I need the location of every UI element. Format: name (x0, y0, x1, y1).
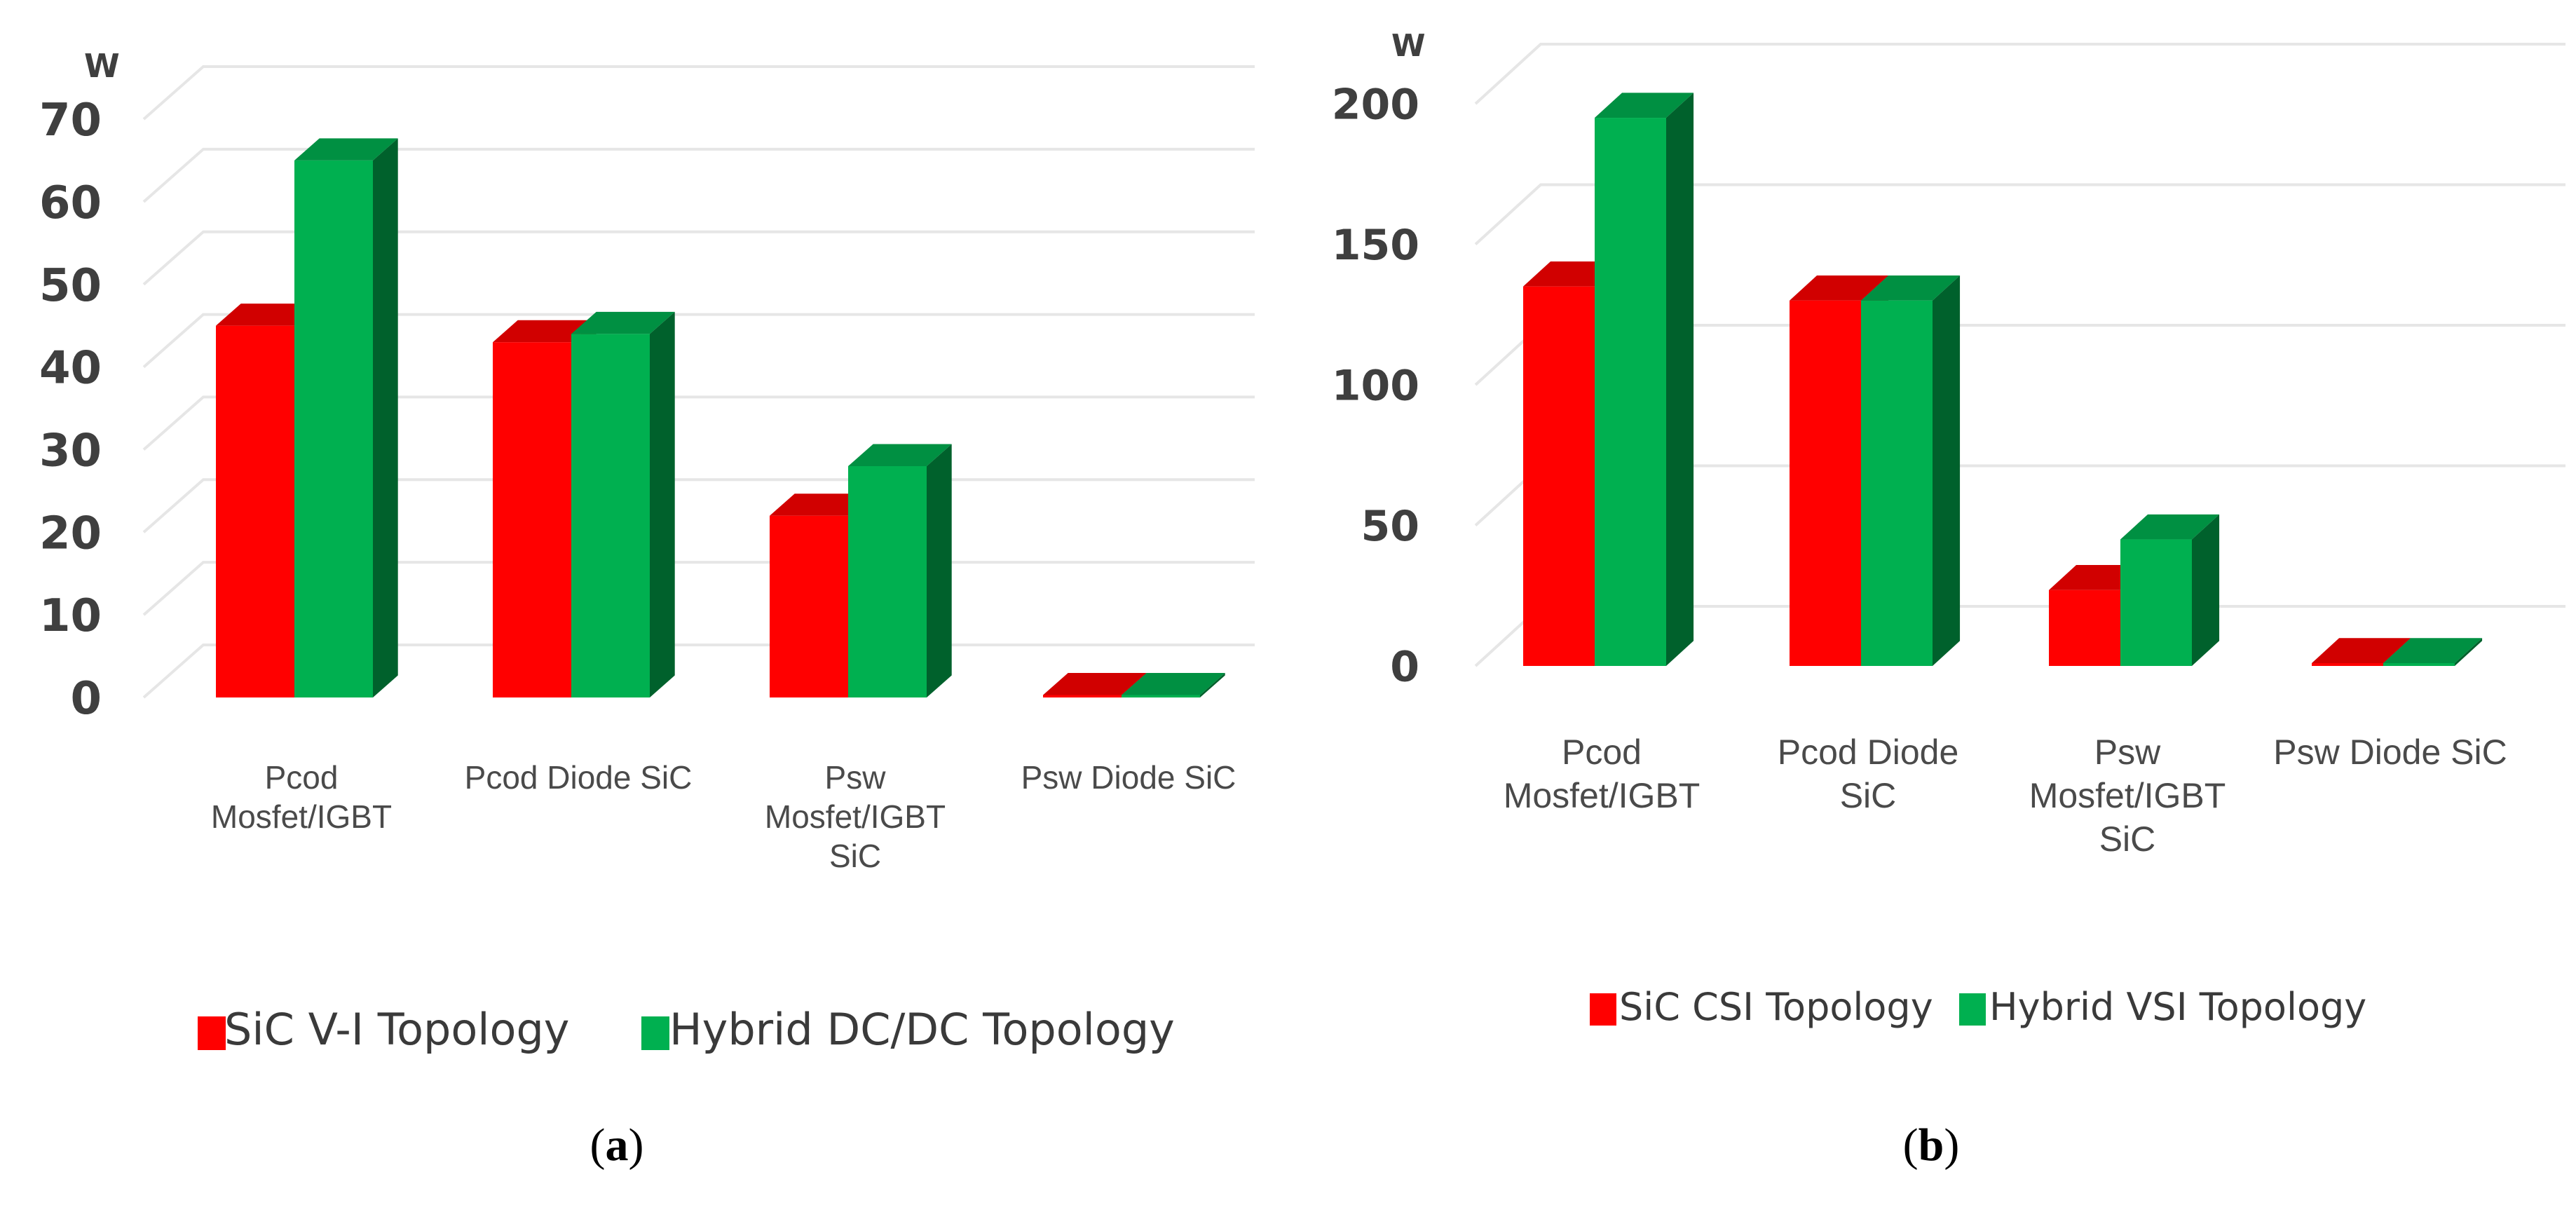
bar-top (848, 444, 952, 466)
legend-label: SiC CSI Topology (1619, 985, 1933, 1029)
y-tick-label: 150 (1332, 221, 1419, 270)
gridline (142, 230, 1255, 286)
bar-side (1200, 672, 1225, 697)
bar-sic-csi-topology-3 (2312, 662, 2383, 666)
y-tick-label: 10 (39, 590, 102, 642)
x-category-label: Pcod Diode (1778, 733, 1959, 772)
x-category-label: Psw Diode SiC (1021, 759, 1236, 796)
y-tick-label: 20 (39, 508, 102, 559)
caption-paren-open: ( (1903, 1119, 1919, 1171)
caption-paren-close: ) (1944, 1119, 1959, 1171)
bar-hybrid-vsi-topology-3 (2383, 662, 2455, 666)
x-category-label: Psw (2094, 733, 2161, 772)
bar-top (2120, 514, 2220, 540)
x-category-label: Pcod (265, 759, 339, 796)
y-tick-label: 70 (39, 95, 102, 147)
bar-top (1043, 672, 1147, 695)
bar-side (927, 444, 952, 697)
bar-top (1122, 672, 1225, 695)
y-unit-label: W (84, 47, 120, 85)
bar-top (770, 493, 873, 516)
gridline (142, 395, 1255, 451)
y-tick-label: 200 (1332, 81, 1419, 130)
chart-b: 0 50 100 150 200 W Pcod Mosfet/IGBT Pcod Diode Si… (1332, 28, 2565, 1171)
bar-hybrid-dc-dc-topology-2 (848, 466, 927, 697)
x-category-label: Pcod (1562, 733, 1642, 772)
y-tick-label: 0 (70, 673, 102, 725)
bar-top (294, 138, 398, 161)
y-tick-label: 30 (39, 425, 102, 477)
x-category-label: Psw Diode SiC (2273, 733, 2507, 772)
bar-top (216, 304, 320, 326)
legend-swatch (1590, 993, 1616, 1026)
y-tick-label: 0 (1390, 643, 1419, 692)
gridline (1474, 43, 2565, 105)
x-category-label: SiC (829, 838, 881, 874)
figure-caption: (b) (1903, 1119, 1960, 1171)
bar-sic-csi-topology-2 (2049, 590, 2120, 666)
bar-side (1933, 275, 1961, 666)
x-category-label: SiC (1840, 776, 1897, 815)
y-tick-label: 40 (39, 343, 102, 395)
bar-sic-csi-topology-1 (1790, 300, 1861, 666)
gridline (142, 147, 1255, 203)
y-tick-label: 60 (39, 177, 102, 229)
bar-hybrid-vsi-topology-2 (2120, 539, 2192, 666)
x-category-label: Pcod Diode SiC (465, 759, 693, 796)
gridline (142, 313, 1255, 369)
bar-sic-v-i-topology-0 (216, 325, 294, 698)
bar-sic-v-i-topology-1 (493, 342, 571, 697)
legend-swatch (198, 1016, 226, 1050)
bar-sic-csi-topology-0 (1523, 286, 1595, 666)
bar-hybrid-dc-dc-topology-3 (1122, 695, 1200, 697)
caption-letter: b (1919, 1119, 1944, 1171)
bar-top (2383, 638, 2483, 663)
x-category-label: Psw (825, 759, 887, 796)
y-tick-label: 50 (1361, 502, 1420, 551)
bar-top (1595, 93, 1694, 118)
y-tick-label: 50 (39, 260, 102, 312)
bar-sic-v-i-topology-2 (770, 515, 848, 697)
y-tick-label: 100 (1332, 362, 1419, 411)
bar-side (1666, 93, 1694, 667)
figure-caption: (a) (590, 1119, 644, 1171)
legend-label: Hybrid VSI Topology (1989, 985, 2366, 1029)
x-category-label: Mosfet/IGBT (765, 798, 946, 835)
gridline (142, 65, 1255, 121)
bar-top (571, 311, 675, 334)
bar-top (2312, 638, 2411, 663)
bar-hybrid-vsi-topology-0 (1595, 118, 1666, 667)
x-category-label: SiC (2099, 819, 2156, 859)
bar-side (2455, 638, 2483, 666)
legend-label: Hybrid DC/DC Topology (669, 1004, 1175, 1055)
caption-paren-open: ( (590, 1119, 606, 1171)
legend-label: SiC V-I Topology (224, 1004, 570, 1055)
bar-side (650, 311, 675, 697)
bar-sic-v-i-topology-3 (1043, 695, 1122, 697)
x-category-label: Mosfet/IGBT (1504, 776, 1701, 815)
bar-hybrid-dc-dc-topology-0 (294, 160, 373, 697)
bar-hybrid-vsi-topology-1 (1861, 300, 1933, 666)
bar-side (2192, 514, 2220, 666)
bar-hybrid-dc-dc-topology-1 (571, 334, 650, 697)
caption-paren-close: ) (629, 1119, 644, 1171)
bar-side (373, 138, 398, 697)
y-unit-label: W (1391, 28, 1426, 64)
x-category-label: Mosfet/IGBT (2029, 776, 2226, 815)
bar-top (1790, 275, 1889, 301)
bar-top (1861, 275, 1961, 301)
x-category-label: Mosfet/IGBT (211, 798, 392, 835)
legend-swatch (641, 1016, 669, 1050)
caption-letter: a (606, 1119, 629, 1171)
gridline (1474, 183, 2565, 245)
legend-swatch (1959, 993, 1986, 1026)
bar-top (493, 320, 597, 343)
